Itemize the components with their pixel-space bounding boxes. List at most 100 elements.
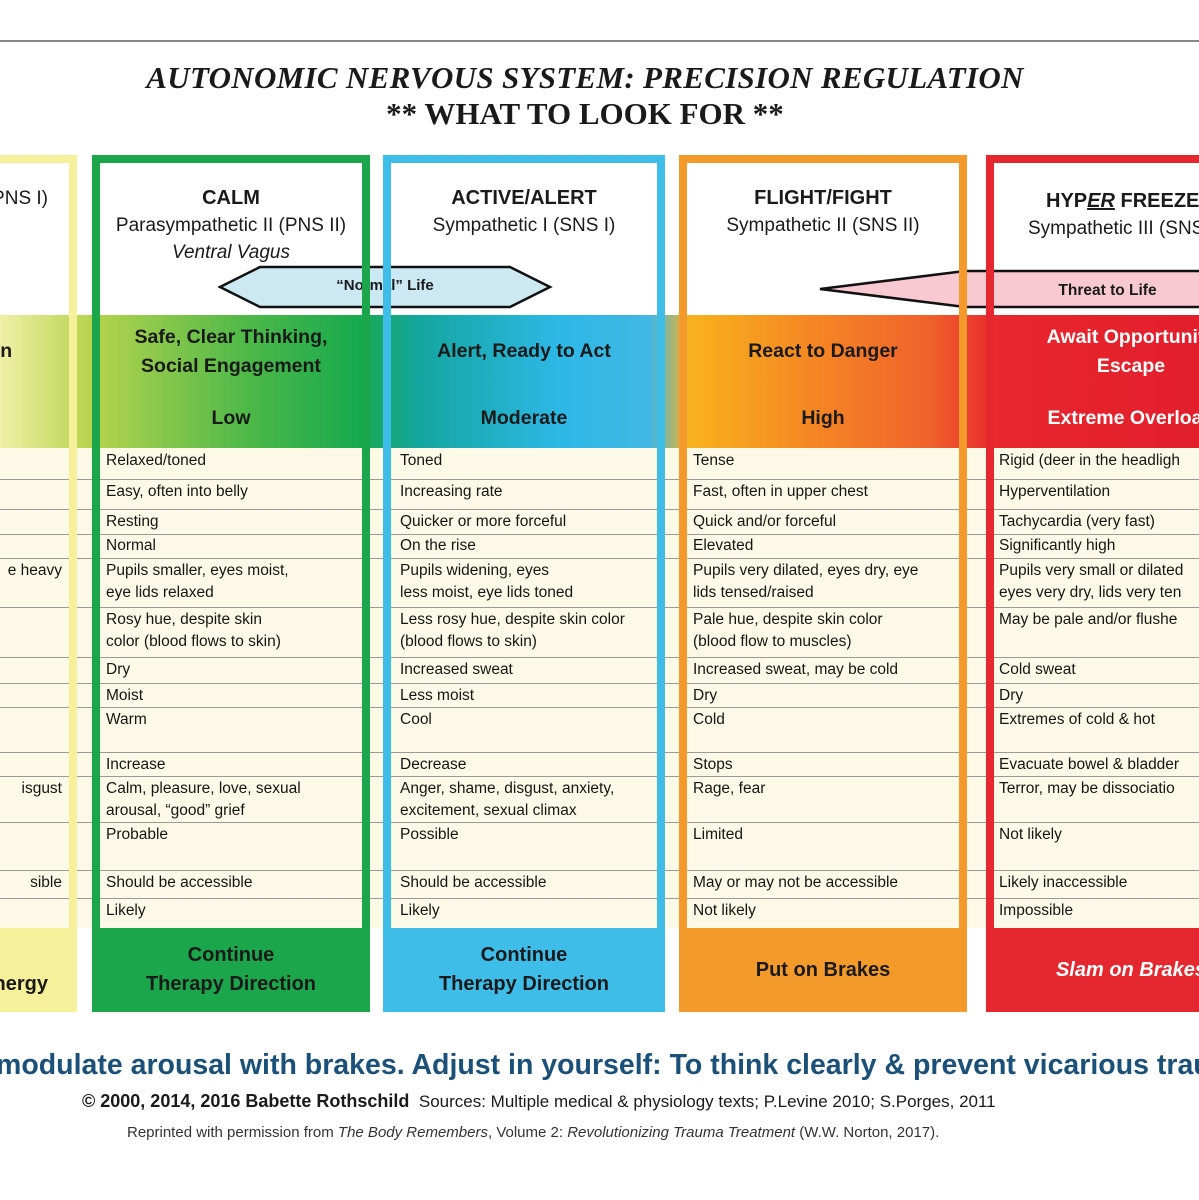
indicator-cell: Less moist [400,687,475,704]
indicator-cell: Pupils very small or dilated eyes very d… [999,562,1184,601]
indicator-cell: Cold [693,711,725,728]
indicator-cell: Possible [400,826,459,843]
indicator-cell: Evacuate bowel & bladder [999,756,1180,773]
system-name: Sympathetic II (SNS II) [726,215,920,236]
indicator-cell: sible [30,874,62,891]
column-header-calm: CALM Parasympathetic II (PNS II) Ventral V… [100,185,362,266]
state-label-left_partial: ion [0,340,13,362]
indicator-cell: Decrease [400,756,467,773]
indicator-cell: Rage, fear [693,780,766,797]
arousal-level-left_partial [0,388,35,448]
indicator-cell: Increased sweat, may be cold [693,661,899,678]
top-rule [0,40,1199,42]
indicator-cell: Less rosy hue, despite skin color (blood… [400,611,625,650]
book-subtitle: Revolutionizing Trauma Treatment [567,1124,796,1141]
indicator-cell: Likely inaccessible [999,874,1128,891]
indicator-cell: Moist [106,687,144,704]
column-title: FLIGHT/FIGHT [754,187,892,209]
indicator-cell: Toned [400,452,443,469]
indicator-cell: Cold sweat [999,661,1076,678]
threat-to-life-arrow [819,269,1199,309]
book-title: The Body Remembers [337,1124,488,1141]
system-name: Parasympathetic II (PNS II) [115,215,347,236]
therapy-direction-left_partial: hergy [0,973,48,995]
indicator-cell: Increase [106,756,166,773]
row-divider [0,607,1199,608]
row-divider [0,558,1199,559]
indicator-cell: Quick and/or forceful [693,513,837,530]
indicator-cell: isgust [21,780,63,797]
system-name: Sympathetic III (SNS [1028,218,1199,239]
column-title-part: ER [1087,190,1115,212]
arousal-level-flight_fight: High [801,406,845,429]
column-frame-hyper_freeze [986,155,1199,1012]
column-title-part: FREEZE [1114,190,1199,212]
indicator-cell: Not likely [999,826,1062,843]
arousal-level-hyper_freeze: Extreme Overload [1047,406,1199,429]
therapy-direction-active_alert: Continue Therapy Direction [438,944,610,995]
state-label-active_alert: Alert, Ready to Act [437,340,611,362]
indicator-cell: May or may not be accessible [693,874,899,891]
reprint-text: (W.W. Norton, 2017). [795,1124,940,1141]
therapy-direction-calm: Continue Therapy Direction [145,944,317,995]
indicator-cell: Tense [693,452,735,469]
indicator-cell: Hyperventilation [999,483,1111,500]
column-title: CALM [202,187,260,209]
indicator-cell: Tachycardia (very fast) [999,513,1155,530]
row-divider [0,534,1199,535]
copyright: © 2000, 2014, 2016 Babette Rothschild [82,1091,410,1111]
footer-fill-left_partial [0,928,77,1012]
row-divider [0,479,1199,480]
column-title-part: HYP [1046,190,1088,212]
indicator-cell: Should be accessible [400,874,547,891]
arousal-level-calm: Low [211,406,251,429]
indicator-cell: Anger, shame, disgust, anxiety, exciteme… [400,780,615,819]
indicator-cell: Cool [400,711,432,728]
indicator-cell: Likely [400,902,440,919]
indicator-cell: Easy, often into belly [106,483,248,500]
indicator-cell: Stops [693,756,733,773]
regulation-message: modulate arousal with brakes. Adjust in … [0,1049,1199,1081]
indicator-cell: Pupils widening, eyes less moist, eye li… [400,562,574,601]
indicator-cell: Elevated [693,537,754,554]
row-divider [0,870,1199,871]
indicator-cell: Pupils smaller, eyes moist, eye lids rel… [106,562,289,601]
row-divider [0,752,1199,753]
indicator-cell: Should be accessible [106,874,253,891]
footer-fill-active_alert [383,928,665,1012]
indicator-cell: Normal [106,537,156,554]
indicator-cell: Probable [106,826,169,843]
reprint-text: Reprinted with permission from [127,1124,338,1141]
indicator-cell: Calm, pleasure, love, sexual arousal, “g… [106,780,301,819]
indicator-cell: Significantly high [999,537,1116,554]
indicator-rows [0,448,1199,928]
indicator-cell: Pupils very dilated, eyes dry, eye lids … [693,562,919,601]
row-divider [0,683,1199,684]
footer-fill-hyper_freeze [986,928,1199,1012]
column-frame-flight_fight [679,155,967,1012]
indicator-cell: Increased sweat [400,661,513,678]
indicator-cell: Impossible [999,902,1074,919]
row-divider [0,776,1199,777]
system-name: Sympathetic I (SNS I) [432,215,616,236]
page-title: AUTONOMIC NERVOUS SYSTEM: PRECISION REGU… [146,60,1024,95]
row-divider [0,898,1199,899]
column-frame-left_partial [0,155,77,1012]
reprint-line: Reprinted with permission from The Body … [127,1124,939,1141]
indicator-cell: On the rise [400,537,476,554]
copyright-line: © 2000, 2014, 2016 Babette Rothschild So… [82,1091,996,1112]
subsystem-name: Ventral Vagus [172,242,290,263]
indicator-cell: Fast, often in upper chest [693,483,868,500]
arousal-level-active_alert: Moderate [480,406,568,429]
row-divider [0,707,1199,708]
indicator-cell: Dry [693,687,718,704]
column-header-hyper_freeze: HYPER FREEZE Sympathetic III (SNS [1028,188,1199,242]
row-divider [0,822,1199,823]
column-header-active_alert: ACTIVE/ALERT Sympathetic I (SNS I) [391,185,657,239]
state-label-flight_fight: React to Danger [748,340,898,362]
indicator-cell: Resting [106,513,159,530]
row-divider [0,657,1199,658]
indicator-cell: Rosy hue, despite skin color (blood flow… [106,611,281,650]
indicator-cell: Extremes of cold & hot [999,711,1155,728]
indicator-cell: Increasing rate [400,483,503,500]
